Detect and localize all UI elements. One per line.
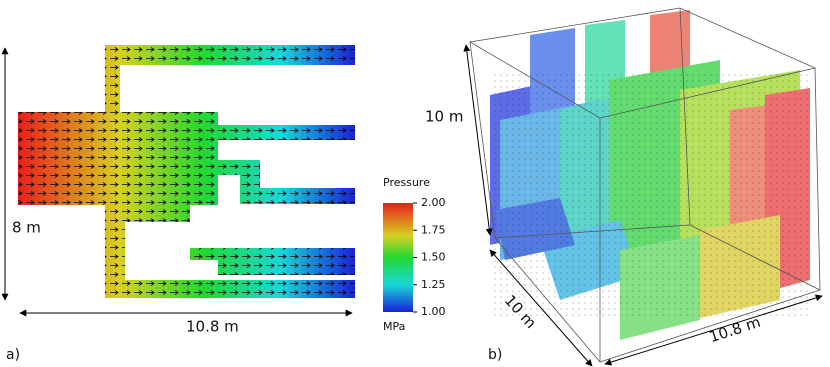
- colorbar-unit: MPa: [383, 320, 405, 333]
- colorbar-tick-label: 1.75: [421, 223, 446, 236]
- cube-vectors: [490, 70, 810, 320]
- panel-label: b): [488, 347, 502, 363]
- cube-frame: [468, 7, 821, 363]
- colorbar-tick-label: 1.25: [421, 278, 446, 291]
- network: [18, 45, 355, 298]
- height-label: 8 m: [12, 219, 41, 237]
- cube-width-arrow: [604, 294, 823, 366]
- colorbar-tick-label: 1.50: [421, 251, 446, 264]
- colorbar: [383, 203, 413, 312]
- panel-label: a): [6, 347, 20, 363]
- colorbar-tick-label: 1.00: [421, 305, 446, 318]
- width-label: 10.8 m: [186, 318, 239, 336]
- colorbar-title: Pressure: [383, 176, 430, 189]
- cube-depth-arrow: [489, 249, 593, 367]
- colorbar-ticks: 2.00 1.75 1.50 1.25 1.00: [413, 196, 446, 318]
- cube-height-arrow: [463, 44, 493, 236]
- colorbar-tick-label: 2.00: [421, 196, 446, 209]
- cube-height-label: 10 m: [425, 108, 463, 126]
